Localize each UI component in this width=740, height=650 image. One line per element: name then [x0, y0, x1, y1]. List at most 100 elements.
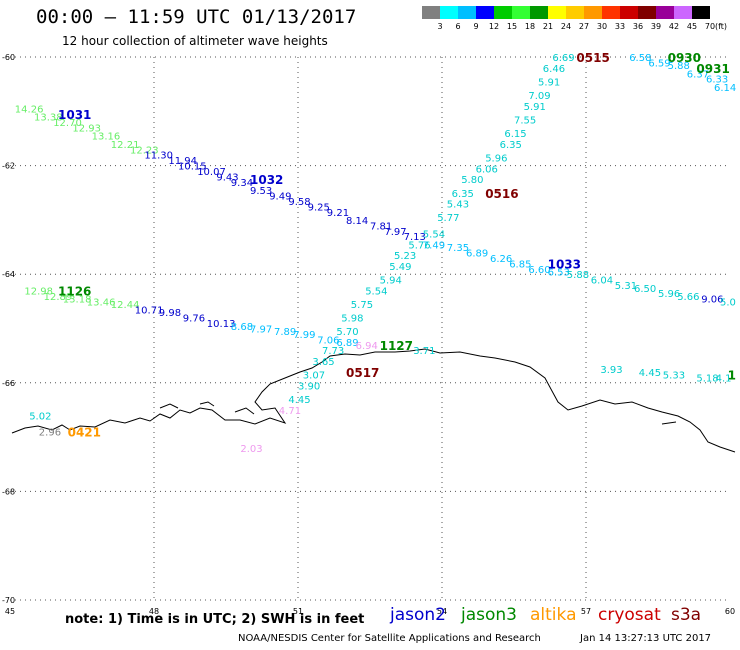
wave-height-label: 4.1 — [716, 373, 732, 384]
track-time-tag: 1032 — [250, 173, 283, 187]
color-scale-label: 33 — [614, 22, 626, 31]
axis-tick-labels: 45 48 51 54 57 60 -60 -62 -64 -66 -68 -70 — [2, 53, 735, 616]
wave-height-label: 5.33 — [663, 371, 685, 382]
track-cryosat-0515: 6.696.465.917.095.917.556.156.355.966.06… — [476, 51, 610, 175]
color-scale-label: 42 — [668, 22, 680, 31]
wave-height-label: 6.04 — [591, 276, 613, 287]
color-scale-swatch — [476, 6, 494, 19]
color-scale-swatch — [656, 6, 674, 19]
color-scale-label: 15 — [506, 22, 518, 31]
wave-height-label: 12.21 — [111, 140, 140, 151]
wave-height-label: 4.45 — [639, 368, 661, 379]
wave-height-label: 4.71 — [279, 406, 301, 417]
legend-jason2: jason2 — [390, 605, 446, 625]
coastline — [11, 348, 736, 453]
wave-height-label: 5.88 — [567, 270, 589, 281]
legend-altika: altika — [530, 605, 577, 625]
track-time-tag: 1033 — [548, 257, 581, 271]
track-time-tag: 0931 — [696, 62, 729, 76]
wave-height-label: 3.65 — [312, 357, 334, 368]
wave-height-label: 5.23 — [394, 251, 416, 262]
wave-height-label: 6.26 — [490, 254, 512, 265]
longitude-tick-label: 54 — [437, 607, 447, 616]
wave-height-label: 7.13 — [404, 232, 426, 243]
wave-height-label: 12.93 — [72, 124, 101, 135]
wave-height-label: 5.18 — [696, 373, 718, 384]
wave-height-label: 9.34 — [231, 178, 253, 189]
color-scale-label: 6 — [455, 22, 461, 31]
wave-height-label: 7.97 — [384, 227, 406, 238]
wave-height-label: 2.03 — [240, 444, 262, 455]
color-scale-label: 18 — [524, 22, 536, 31]
color-scale-swatch — [566, 6, 584, 19]
wave-height-label: 6.59 — [648, 58, 670, 69]
track-altika-0421: 5.02 2.96 0421 — [29, 411, 101, 439]
color-scale-label: 39 — [650, 22, 662, 31]
wave-height-label: 6.89 — [336, 338, 358, 349]
wave-height-label: 5.80 — [461, 175, 483, 186]
wave-height-label: 12.70 — [53, 118, 82, 129]
wave-height-label: 3.07 — [303, 371, 325, 382]
wave-height-label: 6.58 — [629, 53, 651, 64]
wave-height-label: 6.06 — [476, 164, 498, 175]
color-scale-swatch — [440, 6, 458, 19]
footer-credit: NOAA/NESDIS Center for Satellite Applica… — [238, 633, 541, 644]
wave-height-label: 5.98 — [341, 314, 363, 325]
track-time-tag: 1031 — [58, 108, 91, 122]
latitude-tick-label: -64 — [2, 270, 15, 279]
wave-height-label: 13.16 — [92, 132, 121, 143]
wave-height-label: 12.23 — [130, 145, 159, 156]
wave-height-label: 6.89 — [466, 248, 488, 259]
color-scale-swatch — [422, 6, 440, 19]
wave-height-label: 8.68 — [231, 322, 253, 333]
color-scale-label: 12 — [488, 22, 500, 31]
wave-height-label: 7.73 — [322, 346, 344, 357]
track-cryosat-0517: 5.75 5.98 5.70 7.733.65 3.073.90 4.454.71 2.03… — [240, 300, 379, 455]
latitude-tick-label: -60 — [2, 53, 15, 62]
longitude-tick-label: 48 — [149, 607, 159, 616]
wave-height-label: 7.49 — [423, 240, 445, 251]
wave-height-label: 6.37 — [687, 69, 709, 80]
wave-height-label: 13.46 — [87, 297, 116, 308]
latitude-tick-label: -68 — [2, 487, 15, 496]
map-subtitle: 12 hour collection of altimeter wave hei… — [62, 34, 328, 48]
wave-height-label: 9.76 — [183, 314, 205, 325]
wave-height-label: 12.89 — [44, 292, 73, 303]
color-scale-label: 45 — [686, 22, 698, 31]
wave-height-label: 4.45 — [288, 395, 310, 406]
wave-height-label: 3.93 — [600, 365, 622, 376]
color-scale-swatch — [584, 6, 602, 19]
wave-height-label: 5.91 — [524, 102, 546, 113]
wave-height-label: 2.96 — [39, 428, 61, 439]
wave-height-label: 14.26 — [15, 105, 44, 116]
track-time-tag: 1126 — [58, 284, 91, 298]
wave-height-label: 7.35 — [447, 243, 469, 254]
wave-height-label: 7.99 — [293, 330, 315, 341]
color-scale-swatch — [674, 6, 692, 19]
wave-height-label: 11.30 — [144, 151, 173, 162]
wave-height-label: 5.43 — [447, 200, 469, 211]
track-jason2-1033: 8.14 7.817.977.137.49 7.356.89 6.266.856.60… — [346, 216, 736, 308]
color-scale-label: 24 — [560, 22, 572, 31]
wave-height-label: 6.69 — [552, 53, 574, 64]
wave-height-label: 6.53 — [548, 267, 570, 278]
wave-height-label: 7.89 — [274, 327, 296, 338]
wave-height-label: 9.43 — [216, 172, 238, 183]
footer-timestamp: Jan 14 13:27:13 UTC 2017 — [580, 633, 712, 644]
wave-height-label: 9.06 — [701, 295, 723, 306]
color-scale-label: 36 — [632, 22, 644, 31]
wave-height-label: 3.71 — [413, 346, 435, 357]
wave-height-label: 6.46 — [543, 64, 565, 75]
color-scale-swatch — [494, 6, 512, 19]
wave-height-label: 9.58 — [288, 197, 310, 208]
color-scale-label: 30 — [596, 22, 608, 31]
longitude-tick-label: 45 — [5, 607, 15, 616]
wave-height-label: 5.0 — [720, 297, 736, 308]
wave-height-label: 6.60 — [528, 265, 550, 276]
color-scale-label: 21 — [542, 22, 554, 31]
wave-height-label: 10.07 — [197, 167, 226, 178]
wave-height-label: 5.76 — [408, 240, 430, 251]
antarctic-coastline — [11, 348, 736, 453]
